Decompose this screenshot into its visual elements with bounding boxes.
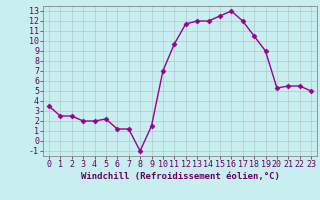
X-axis label: Windchill (Refroidissement éolien,°C): Windchill (Refroidissement éolien,°C) bbox=[81, 172, 279, 181]
